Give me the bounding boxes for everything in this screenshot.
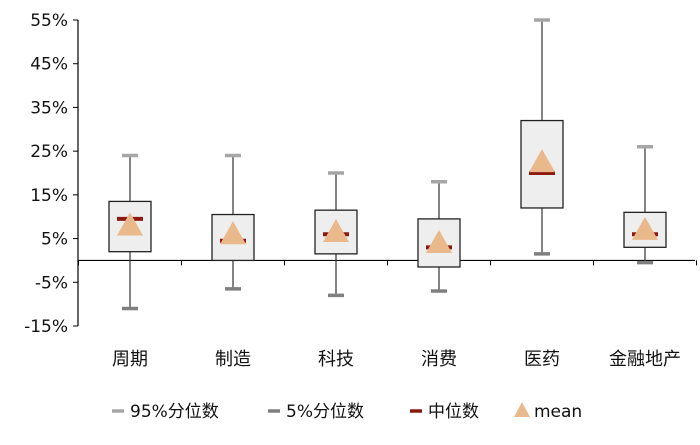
x-axis — [78, 259, 697, 266]
category-label: 制造 — [215, 349, 251, 370]
legend-item-p95: 95%分位数 — [112, 402, 219, 422]
category-label: 医药 — [524, 349, 560, 370]
y-tick-label: -15% — [24, 317, 68, 337]
legend-item-mean: mean — [514, 402, 582, 422]
box-3 — [314, 171, 358, 298]
y-tick-label: 45% — [30, 55, 68, 75]
mean-marker — [117, 212, 143, 236]
y-tick-label: 5% — [41, 230, 68, 250]
y-tick-label: -5% — [35, 273, 68, 293]
legend-label: mean — [534, 402, 582, 422]
category-label: 金融地产 — [609, 349, 681, 370]
legend-label: 中位数 — [428, 402, 479, 422]
y-tick-label: 25% — [30, 142, 68, 162]
box-series — [108, 18, 667, 311]
box-4 — [417, 179, 461, 293]
mean-marker — [220, 221, 246, 245]
box-5 — [520, 18, 564, 256]
legend-item-p5: 5%分位数 — [268, 402, 364, 422]
box-6 — [623, 145, 667, 265]
y-tick-label: 55% — [30, 11, 68, 31]
legend-mean-icon — [514, 402, 530, 417]
box-2 — [211, 153, 255, 291]
category-labels: 周期 制造 科技 消费 医药 金融地产 — [112, 349, 681, 370]
legend: 95%分位数 5%分位数 中位数 mean — [112, 402, 582, 422]
mean-marker — [426, 229, 452, 253]
legend-item-median: 中位数 — [410, 402, 479, 422]
box-1 — [108, 153, 152, 311]
category-label: 周期 — [112, 349, 148, 370]
category-label: 科技 — [318, 349, 354, 370]
y-tick-label: 15% — [30, 186, 68, 206]
mean-marker — [529, 149, 555, 173]
iqr-box — [108, 200, 152, 253]
category-label: 消费 — [421, 349, 457, 370]
mean-marker — [323, 219, 349, 243]
legend-label: 95%分位数 — [130, 402, 219, 422]
y-axis: 55% 45% 35% 25% 15% 5% -5% -15% — [24, 11, 79, 337]
y-tick-label: 35% — [30, 98, 68, 118]
legend-label: 5%分位数 — [286, 402, 364, 422]
mean-marker — [632, 216, 658, 240]
